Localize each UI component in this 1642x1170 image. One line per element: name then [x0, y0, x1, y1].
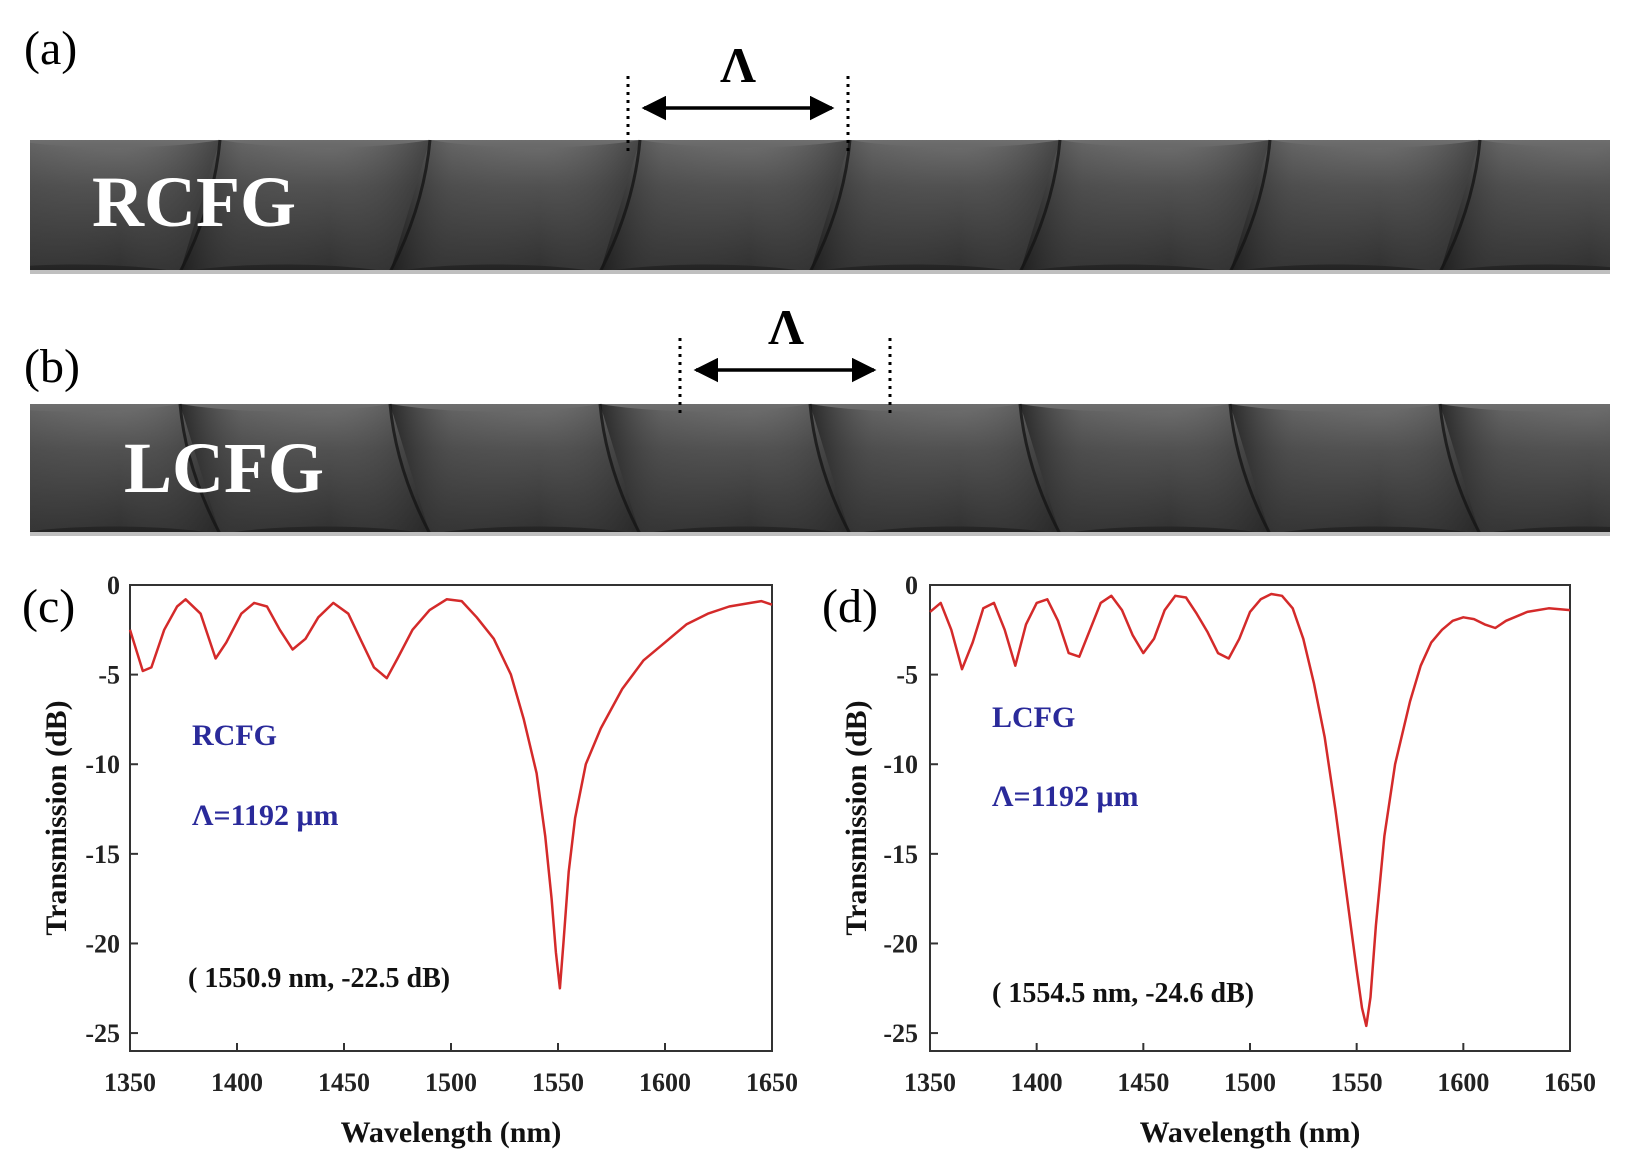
fiber-segment: [390, 140, 640, 272]
fiber-seam: [1228, 403, 1272, 535]
y-axis-d: 0 -5 -10 -15 -20 -25: [883, 571, 938, 1048]
period-marker-b: Λ: [678, 299, 892, 416]
fiber-mask: [0, 120, 30, 292]
y-tick-label: -25: [85, 1019, 120, 1048]
fiber-seam: [178, 139, 222, 273]
y-tick-label: -15: [883, 840, 918, 869]
y-tick-label: -20: [85, 929, 120, 958]
x-tick-label: 1600: [1437, 1068, 1489, 1097]
series-line-d: [929, 592, 1571, 1028]
fiber-label-rcfg: RCFG: [92, 162, 296, 242]
fiber-seam: [1018, 139, 1062, 273]
chart-c: (c) 0 -5 -10 -15 -20 -25 1350 1400 1450 1500 1550…: [22, 571, 798, 1149]
annotation-label-d: LCFG: [992, 701, 1075, 734]
fiber-mask: [0, 384, 30, 554]
y-tick-label: -10: [85, 750, 120, 779]
fiber-segments-rcfg: [0, 120, 1642, 292]
y-tick-label: 0: [905, 571, 918, 600]
fiber-segment: [0, 404, 220, 534]
y-axis-label-d: Transmission (dB): [840, 700, 873, 935]
panel-a: (a) RCFG Λ: [0, 22, 1642, 292]
fiber-seam: [1438, 139, 1482, 273]
annotation-period-d: Λ=1192 μm: [992, 780, 1138, 813]
period-symbol-b: Λ: [768, 299, 804, 355]
chart-d: (d) 0 -5 -10 -15 -20 -25 1350 1400 1450 1500 1550…: [822, 571, 1596, 1149]
x-axis-label-c: Wavelength (nm): [341, 1116, 562, 1149]
fiber-segment: [1230, 140, 1480, 272]
fiber-segment: [1440, 140, 1642, 272]
x-tick-label: 1550: [532, 1068, 584, 1097]
x-tick-label: 1650: [1544, 1068, 1596, 1097]
x-tick-label: 1350: [104, 1068, 156, 1097]
y-tick-label: 0: [107, 571, 120, 600]
fiber-seam: [388, 403, 432, 535]
fiber-segment: [600, 404, 850, 534]
x-tick-label: 1450: [1117, 1068, 1169, 1097]
x-tick-label: 1650: [746, 1068, 798, 1097]
annotation-dip-c: ( 1550.9 nm, -22.5 dB): [188, 963, 450, 994]
fiber-seam: [1438, 403, 1482, 535]
y-tick-label: -10: [883, 750, 918, 779]
fiber-segment: [810, 140, 1060, 272]
y-tick-label: -20: [883, 929, 918, 958]
x-tick-label: 1600: [639, 1068, 691, 1097]
fiber-segment: [180, 404, 430, 534]
y-axis-c: 0 -5 -10 -15 -20 -25: [85, 571, 138, 1048]
fiber-segment: [1440, 404, 1642, 534]
fiber-label-lcfg: LCFG: [124, 428, 324, 508]
x-tick-label: 1400: [211, 1068, 263, 1097]
fiber-segment: [1020, 140, 1270, 272]
panel-letter-a: (a): [24, 22, 77, 75]
fiber-mask: [1610, 120, 1642, 292]
x-tick-label: 1500: [425, 1068, 477, 1097]
x-tick-label: 1350: [904, 1068, 956, 1097]
annotation-dip-d: ( 1554.5 nm, -24.6 dB): [992, 978, 1254, 1009]
period-marker-a: Λ: [626, 37, 850, 155]
fiber-edge-lcfg: [30, 532, 1610, 536]
fiber-seam: [598, 403, 642, 535]
fiber-seam: [598, 139, 642, 273]
y-tick-label: -5: [896, 661, 918, 690]
annotation-label-c: RCFG: [192, 719, 277, 752]
y-tick-label: -25: [883, 1019, 918, 1048]
series-line-c: [128, 598, 773, 990]
x-tick-label: 1400: [1011, 1068, 1063, 1097]
fiber-segment: [390, 404, 640, 534]
fiber-seam: [808, 139, 852, 273]
x-tick-label: 1450: [318, 1068, 370, 1097]
fiber-edge-rcfg: [30, 270, 1610, 274]
panel-b: (b) LCFG Λ: [0, 299, 1642, 554]
fiber-seam: [1018, 403, 1062, 535]
x-tick-label: 1550: [1331, 1068, 1383, 1097]
fiber-segment: [0, 140, 220, 272]
fiber-segment: [810, 404, 1060, 534]
y-tick-label: -5: [98, 661, 120, 690]
fiber-segments-lcfg: [0, 384, 1642, 554]
fiber-seam: [178, 403, 222, 535]
x-axis-d: 1350 1400 1450 1500 1550 1600 1650: [904, 1043, 1596, 1097]
fiber-seam: [808, 403, 852, 535]
x-tick-label: 1500: [1224, 1068, 1276, 1097]
panel-letter-d: (d): [822, 580, 878, 633]
fiber-rcfg: [0, 120, 1642, 292]
fiber-segment: [1230, 404, 1480, 534]
fiber-segment: [180, 140, 430, 272]
y-axis-label-c: Transmission (dB): [40, 700, 73, 935]
x-axis-label-d: Wavelength (nm): [1140, 1116, 1361, 1149]
fiber-seam: [1228, 139, 1272, 273]
panel-letter-c: (c): [22, 580, 75, 633]
fiber-lcfg: [0, 384, 1642, 554]
fiber-mask: [1610, 384, 1642, 554]
x-axis-c: 1350 1400 1450 1500 1550 1600 1650: [104, 1043, 798, 1097]
panel-letter-b: (b): [24, 340, 80, 393]
annotation-period-c: Λ=1192 μm: [192, 799, 338, 832]
fiber-segment: [600, 140, 850, 272]
y-tick-label: -15: [85, 840, 120, 869]
fiber-segment: [1020, 404, 1270, 534]
fiber-seam: [388, 139, 432, 273]
period-symbol-a: Λ: [720, 37, 756, 93]
